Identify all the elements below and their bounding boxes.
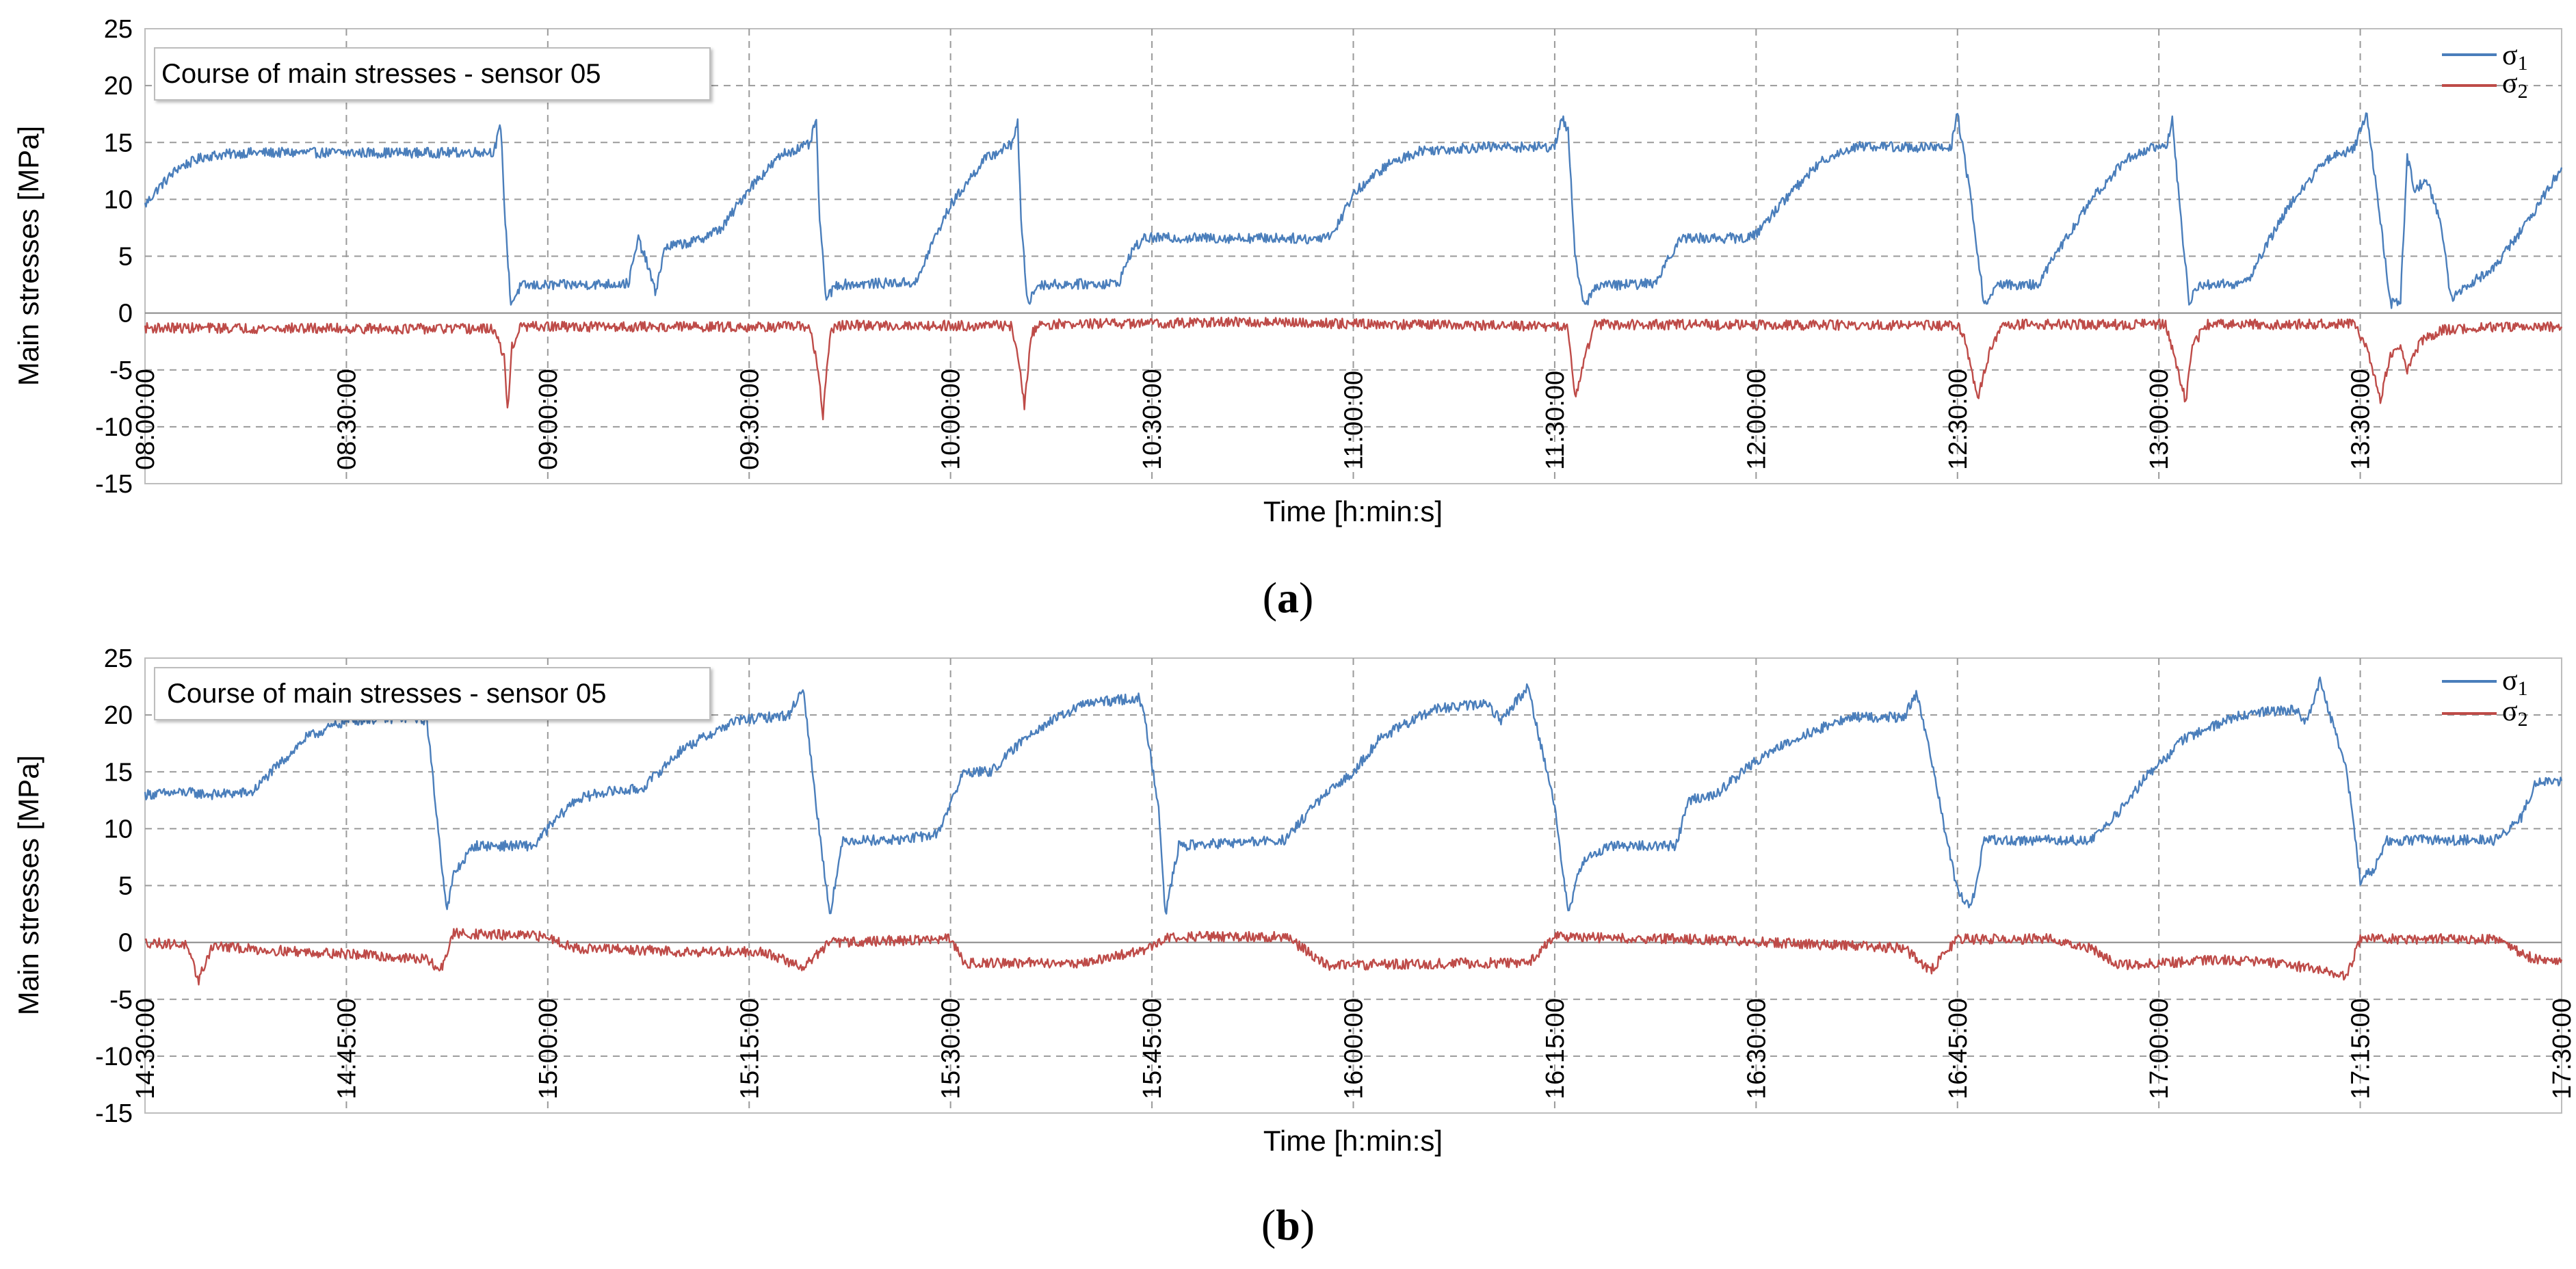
chart-title-box: Course of main stresses - sensor 05 <box>154 47 711 101</box>
series-lines <box>144 676 2563 986</box>
y-tick-label: -10 <box>95 413 133 442</box>
y-tick-label: 0 <box>118 300 133 328</box>
y-tick-label: -15 <box>95 470 133 499</box>
y-tick-label: -5 <box>109 986 133 1015</box>
x-tick-label: 15:15:00 <box>735 998 764 1099</box>
chart-title: Course of main stresses - sensor 05 <box>167 679 606 709</box>
series-line-sigma2 <box>144 316 2563 421</box>
y-tick-label: 20 <box>104 701 133 730</box>
series-line-sigma2 <box>144 928 2563 986</box>
legend-label-sigma1: σ1 <box>2502 665 2528 700</box>
x-tick-label: 13:00:00 <box>2145 369 2174 470</box>
x-tick-label: 12:00:00 <box>1742 369 1771 470</box>
series-line-sigma1 <box>144 676 2563 915</box>
series-line-sigma1 <box>144 112 2563 309</box>
chart-panel-b: 25 20 15 10 5 0 -5 -10 -15 14:30:00 14:45:00 15:00… <box>12 644 2576 1249</box>
legend: σ1 σ2 <box>2442 665 2528 731</box>
y-tick-label: 0 <box>118 929 133 958</box>
x-tick-label: 16:15:00 <box>1541 998 1570 1099</box>
y-tick-label: 15 <box>104 129 133 157</box>
legend-label-sigma1: σ1 <box>2502 40 2528 75</box>
x-tick-label: 15:00:00 <box>534 998 563 1099</box>
x-tick-labels: 14:30:00 14:45:00 15:00:00 15:15:00 15:30:00… <box>131 998 2576 1099</box>
grid-lines <box>145 29 2562 484</box>
x-axis-title: Time [h:min:s] <box>1263 495 1443 527</box>
x-tick-label: 17:15:00 <box>2347 998 2376 1099</box>
x-tick-label: 14:45:00 <box>332 998 361 1099</box>
x-tick-label: 11:00:00 <box>1340 371 1369 470</box>
x-tick-labels: 08:00:00 08:30:00 09:00:00 09:30:00 10:00:00… <box>131 369 2376 470</box>
chart-panel-a: 25 20 15 10 5 0 -5 -10 -15 08:00:00 08:30:00 09:00… <box>12 15 2563 622</box>
y-tick-label: -15 <box>95 1099 133 1128</box>
y-tick-label: 20 <box>104 72 133 101</box>
y-tick-label: -10 <box>95 1043 133 1071</box>
y-tick-label: 5 <box>118 243 133 272</box>
x-tick-label: 09:30:00 <box>735 369 764 470</box>
y-tick-label: 10 <box>104 815 133 843</box>
x-tick-label: 15:45:00 <box>1138 998 1167 1099</box>
x-tick-label: 16:00:00 <box>1340 998 1369 1099</box>
y-tick-labels: 25 20 15 10 5 0 -5 -10 -15 <box>95 644 133 1128</box>
x-tick-label: 15:30:00 <box>937 998 966 1099</box>
x-tick-label: 10:30:00 <box>1138 369 1167 470</box>
x-tick-label: 08:30:00 <box>332 369 361 470</box>
y-tick-labels: 25 20 15 10 5 0 -5 -10 -15 <box>95 15 133 499</box>
y-tick-label: 15 <box>104 758 133 787</box>
y-tick-label: 10 <box>104 185 133 214</box>
legend: σ1 σ2 <box>2442 40 2528 103</box>
legend-label-sigma2: σ2 <box>2502 68 2528 103</box>
x-tick-label: 16:30:00 <box>1742 998 1771 1099</box>
y-axis-title: Main stresses [MPa] <box>12 755 44 1015</box>
series-lines <box>144 112 2563 421</box>
x-tick-label: 11:30:00 <box>1541 371 1570 470</box>
chart-title-box: Course of main stresses - sensor 05 <box>154 667 711 720</box>
x-tick-label: 13:30:00 <box>2347 369 2376 470</box>
y-tick-label: 5 <box>118 872 133 901</box>
x-tick-label: 17:00:00 <box>2145 998 2174 1099</box>
panel-caption-b: (b) <box>1261 1201 1315 1249</box>
x-axis-title: Time [h:min:s] <box>1263 1125 1443 1157</box>
x-tick-label: 14:30:00 <box>131 998 160 1099</box>
chart-title: Course of main stresses - sensor 05 <box>161 59 601 89</box>
x-tick-label: 10:00:00 <box>937 369 966 470</box>
y-tick-label: 25 <box>104 644 133 673</box>
x-tick-label: 09:00:00 <box>534 369 563 470</box>
x-tick-label: 16:45:00 <box>1944 998 1973 1099</box>
x-tick-label: 17:30:00 <box>2548 998 2576 1099</box>
legend-label-sigma2: σ2 <box>2502 696 2528 731</box>
x-tick-label: 12:30:00 <box>1944 369 1973 470</box>
y-tick-label: 25 <box>104 15 133 44</box>
x-tick-label: 08:00:00 <box>131 369 160 470</box>
y-tick-label: -5 <box>109 356 133 385</box>
y-axis-title: Main stresses [MPa] <box>12 126 44 386</box>
panel-caption-a: (a) <box>1263 573 1314 622</box>
